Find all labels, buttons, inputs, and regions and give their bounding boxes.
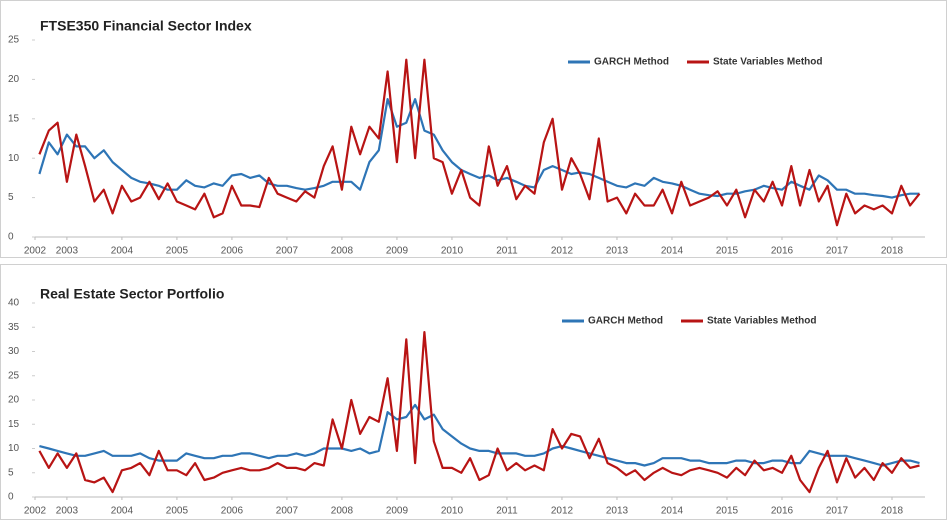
x-tick-label: 2010	[441, 246, 464, 257]
x-tick-label: 2011	[496, 246, 518, 257]
series-line	[38, 58, 921, 227]
y-tick-label: 0	[8, 232, 14, 243]
legend-label: State Variables Method	[707, 316, 816, 327]
x-tick-label: 2010	[441, 506, 464, 517]
y-tick-label: 5	[8, 192, 14, 203]
chart-title: FTSE350 Financial Sector Index	[40, 18, 252, 34]
x-tick-label: 2006	[221, 246, 244, 257]
x-tick-label: 2014	[661, 246, 684, 257]
y-tick-label: 30	[8, 346, 20, 357]
y-tick-label: 10	[8, 153, 20, 164]
x-tick-label: 2004	[111, 506, 134, 517]
y-tick-label: 25	[8, 370, 20, 381]
y-tick-label: 25	[8, 35, 20, 46]
x-tick-label: 2005	[166, 506, 189, 517]
x-tick-label: 2002	[24, 246, 47, 257]
panel-frame	[0, 264, 947, 520]
x-tick-label: 2012	[551, 246, 574, 257]
x-tick-label: 2016	[771, 246, 794, 257]
y-tick-label: 0	[8, 492, 14, 503]
x-tick-label: 2005	[166, 246, 189, 257]
y-tick-label: 20	[8, 74, 20, 85]
x-tick-label: 2007	[276, 506, 299, 517]
legend-label: GARCH Method	[588, 316, 663, 327]
x-tick-label: 2008	[331, 506, 354, 517]
x-tick-label: 2003	[56, 506, 79, 517]
y-tick-label: 10	[8, 443, 20, 454]
legend-label: GARCH Method	[594, 57, 669, 68]
x-tick-label: 2017	[826, 506, 849, 517]
x-tick-label: 2018	[881, 246, 904, 257]
y-tick-label: 40	[8, 298, 20, 309]
x-tick-label: 2018	[881, 506, 904, 517]
x-tick-label: 2011	[496, 506, 518, 517]
x-tick-label: 2007	[276, 246, 299, 257]
legend-label: State Variables Method	[713, 57, 822, 68]
x-tick-label: 2003	[56, 246, 79, 257]
x-tick-label: 2013	[606, 246, 629, 257]
series-line	[39, 403, 920, 467]
x-tick-label: 2008	[331, 246, 354, 257]
series-line	[38, 98, 920, 199]
x-tick-label: 2004	[111, 246, 134, 257]
x-tick-label: 2009	[386, 246, 409, 257]
x-tick-label: 2014	[661, 506, 684, 517]
x-tick-label: 2016	[771, 506, 794, 517]
x-tick-label: 2013	[606, 506, 629, 517]
x-tick-label: 2015	[716, 506, 739, 517]
series-line	[38, 331, 920, 494]
y-tick-label: 20	[8, 395, 20, 406]
x-tick-label: 2009	[386, 506, 409, 517]
y-tick-label: 5	[8, 467, 14, 478]
y-tick-label: 35	[8, 322, 20, 333]
x-tick-label: 2006	[221, 506, 244, 517]
y-tick-label: 15	[8, 113, 20, 124]
x-tick-label: 2002	[24, 506, 47, 517]
x-tick-label: 2017	[826, 246, 849, 257]
panel-frame	[0, 0, 947, 258]
x-tick-label: 2012	[551, 506, 574, 517]
x-tick-label: 2015	[716, 246, 739, 257]
chart-title: Real Estate Sector Portfolio	[40, 286, 224, 302]
y-tick-label: 15	[8, 419, 20, 430]
